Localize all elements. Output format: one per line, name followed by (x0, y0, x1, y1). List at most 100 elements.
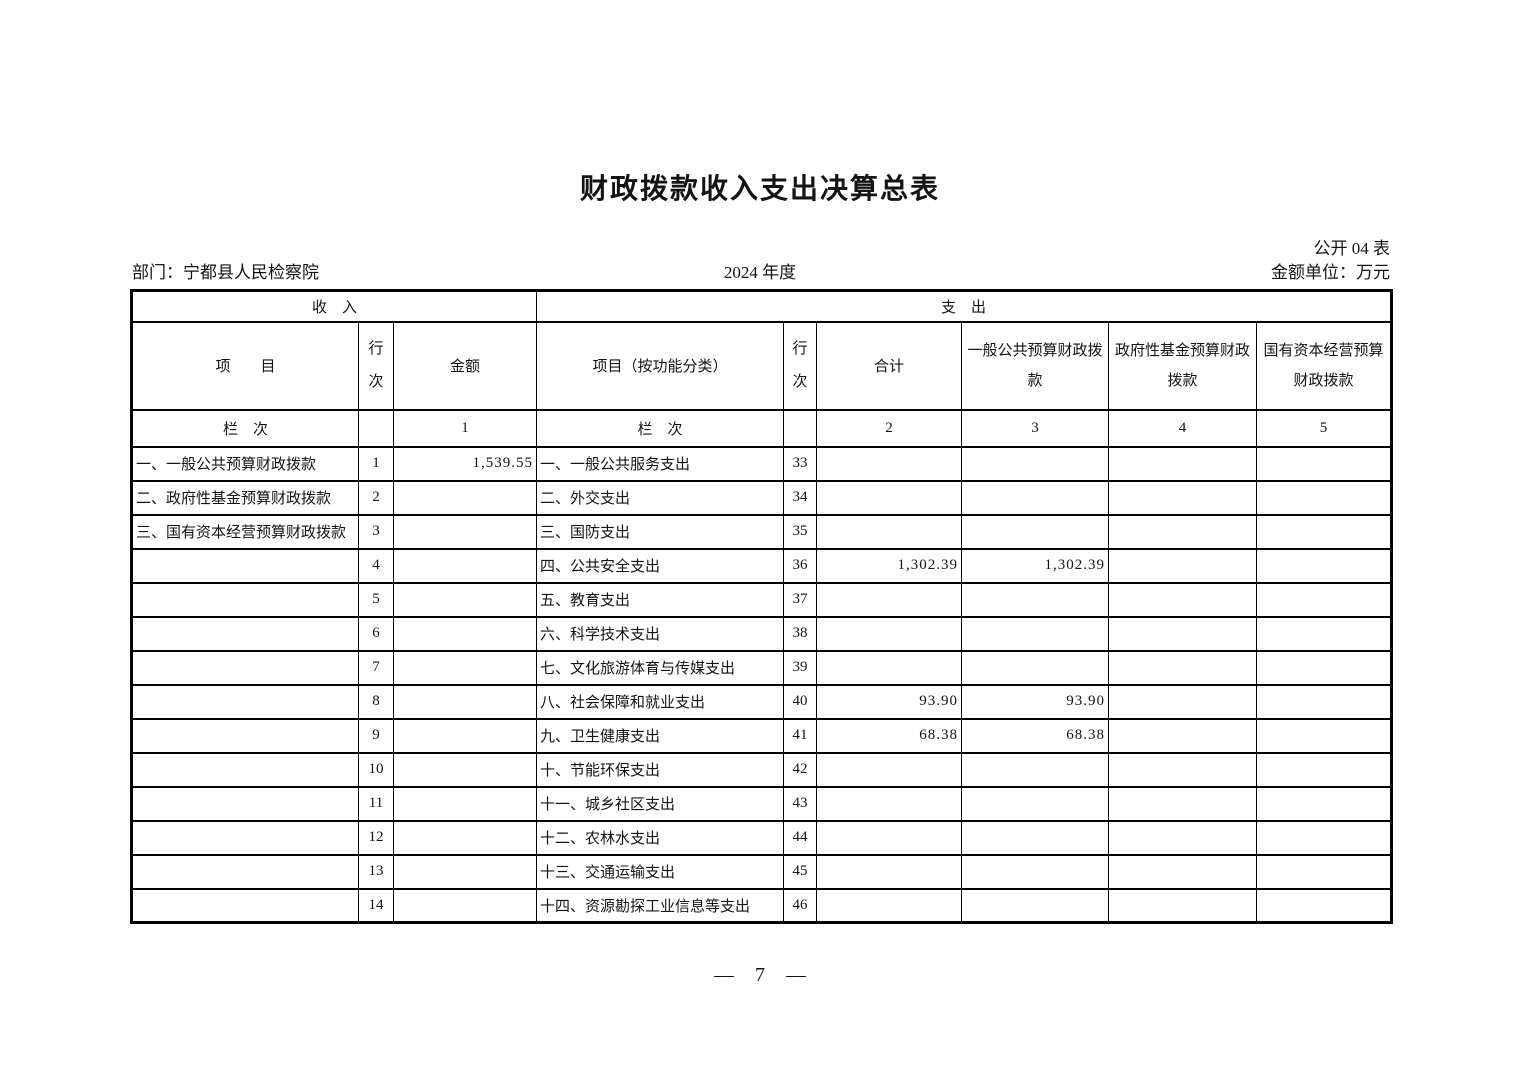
expense-item-cell: 四、公共安全支出 (536, 547, 784, 584)
income-item-cell (131, 853, 359, 890)
expense-govfund-cell (1108, 887, 1257, 924)
expense-statecap-cell (1255, 479, 1393, 516)
header-income-line-label: 行次 (368, 340, 384, 390)
expense-statecap-cell (1255, 683, 1393, 720)
expense-statecap-cell (1255, 751, 1393, 788)
page-number: — 7 — (714, 964, 806, 986)
expense-line-cell: 44 (783, 819, 817, 856)
page-title: 财政拨款收入支出决算总表 (579, 174, 940, 205)
header-state-capital: 国有资本经营预算财政拨款 (1255, 320, 1393, 411)
table-row: 14 十四、资源勘探工业信息等支出 46 (131, 887, 1393, 924)
expense-item-cell: 七、文化旅游体育与传媒支出 (536, 649, 784, 686)
section-header-row: 收 入 支 出 (131, 289, 1393, 323)
expense-total-cell (816, 513, 962, 550)
expense-general-cell (961, 785, 1109, 822)
income-amount-cell (393, 751, 537, 788)
header-expense-line-label: 行次 (792, 340, 808, 390)
expense-line-cell: 42 (783, 751, 817, 788)
expense-general-cell (961, 887, 1109, 924)
expense-line-cell: 38 (783, 615, 817, 652)
expense-item-cell: 三、国防支出 (536, 513, 784, 550)
income-line-cell: 1 (358, 445, 394, 482)
income-item-cell (131, 819, 359, 856)
index-state-capital: 5 (1255, 408, 1393, 448)
table-row: 6 六、科学技术支出 38 (131, 615, 1393, 652)
table-code-label: 公开 04 表 (1313, 239, 1391, 258)
index-expense-item: 栏 次 (536, 408, 784, 448)
index-income-item: 栏 次 (131, 408, 359, 448)
table-row: 一、一般公共预算财政拨款 1 1,539.55 一、一般公共服务支出 33 (131, 445, 1393, 482)
header-total: 合计 (816, 320, 962, 411)
expense-statecap-cell (1255, 819, 1393, 856)
expense-line-cell: 37 (783, 581, 817, 618)
expense-total-cell (816, 785, 962, 822)
expense-line-cell: 35 (783, 513, 817, 550)
income-amount-cell (393, 887, 537, 924)
income-item-cell (131, 547, 359, 584)
table-row: 7 七、文化旅游体育与传媒支出 39 (131, 649, 1393, 686)
expense-total-cell (816, 581, 962, 618)
expense-govfund-cell (1108, 615, 1257, 652)
expense-item-cell: 九、卫生健康支出 (536, 717, 784, 754)
income-item-cell (131, 683, 359, 720)
expense-section-header: 支 出 (535, 289, 1393, 323)
expense-statecap-cell (1255, 853, 1393, 890)
expense-line-cell: 43 (783, 785, 817, 822)
expense-govfund-cell (1108, 581, 1257, 618)
expense-line-cell: 36 (783, 547, 817, 584)
income-amount-cell (393, 649, 537, 686)
expense-item-cell: 十四、资源勘探工业信息等支出 (536, 887, 784, 924)
income-line-cell: 13 (358, 853, 394, 890)
expense-general-cell: 1,302.39 (961, 547, 1109, 584)
expense-item-cell: 二、外交支出 (536, 479, 784, 516)
income-amount-cell (393, 819, 537, 856)
income-amount-cell (393, 479, 537, 516)
expense-item-cell: 十一、城乡社区支出 (536, 785, 784, 822)
amount-unit-label: 金额单位：万元 (1271, 263, 1390, 282)
expense-statecap-cell (1255, 547, 1393, 584)
expense-statecap-cell (1255, 717, 1393, 754)
income-line-cell: 6 (358, 615, 394, 652)
expense-item-cell: 五、教育支出 (536, 581, 784, 618)
expense-govfund-cell (1108, 785, 1257, 822)
index-general-budget: 3 (961, 408, 1109, 448)
expense-govfund-cell (1108, 683, 1257, 720)
expense-line-cell: 41 (783, 717, 817, 754)
expense-govfund-cell (1108, 751, 1257, 788)
income-line-cell: 5 (358, 581, 394, 618)
expense-general-cell (961, 751, 1109, 788)
income-item-cell (131, 887, 359, 924)
department-label: 部门：宁都县人民检察院 (132, 263, 319, 282)
income-amount-cell (393, 853, 537, 890)
expense-total-cell (816, 615, 962, 652)
income-amount-cell (393, 785, 537, 822)
expense-total-cell (816, 853, 962, 890)
table-row: 三、国有资本经营预算财政拨款 3 三、国防支出 35 (131, 513, 1393, 550)
expense-line-cell: 40 (783, 683, 817, 720)
expense-total-cell (816, 819, 962, 856)
expense-general-cell (961, 649, 1109, 686)
expense-total-cell: 68.38 (816, 717, 962, 754)
expense-item-cell: 十二、农林水支出 (536, 819, 784, 856)
header-income-amount: 金额 (393, 320, 537, 411)
income-line-cell: 4 (358, 547, 394, 584)
expense-govfund-cell (1108, 479, 1257, 516)
expense-total-cell (816, 887, 962, 924)
expense-general-cell (961, 819, 1109, 856)
income-amount-cell: 1,539.55 (393, 445, 537, 482)
header-income-line: 行次 (358, 320, 394, 411)
expense-line-cell: 34 (783, 479, 817, 516)
expense-item-cell: 一、一般公共服务支出 (536, 445, 784, 482)
expense-general-cell (961, 581, 1109, 618)
income-line-cell: 2 (358, 479, 394, 516)
income-item-cell (131, 581, 359, 618)
expense-govfund-cell (1108, 547, 1257, 584)
table-row: 10 十、节能环保支出 42 (131, 751, 1393, 788)
income-item-cell (131, 717, 359, 754)
expense-govfund-cell (1108, 853, 1257, 890)
index-govt-fund: 4 (1108, 408, 1257, 448)
expense-statecap-cell (1255, 445, 1393, 482)
expense-total-cell (816, 479, 962, 516)
column-index-row: 栏 次 1 栏 次 2 3 4 5 (131, 408, 1393, 448)
